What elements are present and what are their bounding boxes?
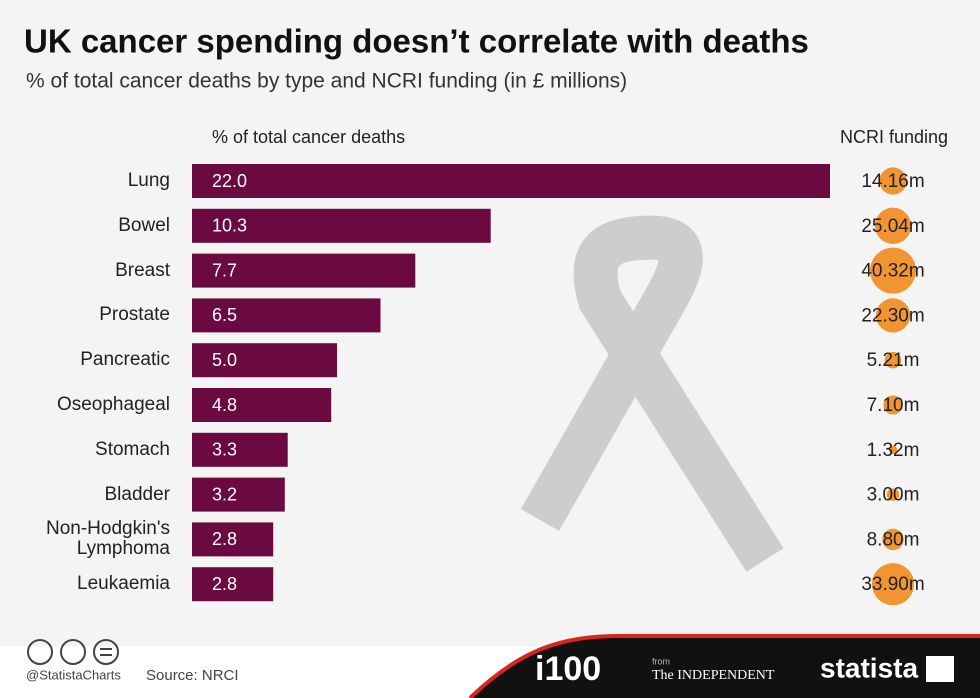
funding-bubble [884, 351, 902, 369]
bar [192, 388, 332, 422]
funding-label: 5.21m [867, 350, 920, 371]
category-label: Lung [127, 170, 170, 191]
funding-bubble [874, 207, 912, 244]
funding-label: 14.16m [861, 171, 924, 192]
chart-subtitle: % of total cancer deaths by type and NCR… [26, 70, 627, 93]
handle: @StatistaCharts [26, 667, 121, 682]
funding-bubble [870, 247, 916, 294]
bar-value-label: 3.2 [212, 484, 237, 504]
funding-label: 3.00m [867, 485, 920, 506]
funding-bubble [888, 445, 898, 454]
category-label: Bowel [118, 214, 170, 236]
funding-bubble [879, 167, 907, 195]
funding-header: NCRI funding [840, 127, 948, 147]
funding-bubble [871, 563, 915, 606]
bar-value-label: 3.3 [212, 440, 237, 460]
bar [192, 477, 285, 512]
bar-value-label: 6.5 [212, 305, 237, 325]
brand-statista: statista [820, 652, 918, 683]
funding-label: 33.90m [861, 574, 924, 595]
bar-value-label: 7.7 [212, 260, 237, 280]
category-label: Breast [115, 259, 170, 281]
bar-value-label: 2.8 [212, 529, 237, 549]
bar [192, 253, 416, 288]
category-label: Prostate [99, 304, 170, 326]
category-label: Stomach [95, 438, 170, 460]
funding-bubble [882, 528, 904, 551]
brand-from: from [652, 656, 670, 666]
funding-label: 25.04m [861, 216, 924, 237]
category-label: Pancreatic [80, 349, 170, 371]
bar-value-label: 10.3 [212, 216, 247, 236]
license-icons [27, 639, 119, 665]
chart-title: UK cancer spending doesn’t correlate wit… [24, 23, 809, 60]
funding-label: 1.32m [867, 440, 920, 461]
bar [192, 343, 337, 378]
funding-bubble [886, 488, 900, 501]
funding-label: 40.32m [861, 261, 924, 282]
funding-label: 7.10m [867, 395, 920, 416]
category-label: Leukaemia [77, 573, 170, 595]
bar [192, 208, 491, 243]
bar [192, 298, 381, 333]
brand-independent: The INDEPENDENT [652, 668, 775, 683]
footer-accent [468, 634, 980, 698]
bar-value-label: 22.0 [212, 171, 247, 191]
statista-logo [926, 656, 954, 682]
bar-header: % of total cancer deaths [212, 127, 405, 147]
category-label: Oseophageal [56, 394, 170, 415]
funding-bubble [883, 395, 903, 415]
bar [192, 567, 274, 602]
category-label: Bladder [104, 483, 171, 505]
source: Source: NRCI [146, 667, 239, 684]
bar-value-label: 5.0 [212, 350, 237, 370]
bar [192, 522, 274, 557]
funding-label: 8.80m [867, 529, 920, 550]
ribbon-icon [520, 215, 784, 572]
footer-dark [470, 636, 980, 698]
category-label: Non-Hodgkin's Lymphoma [45, 518, 170, 560]
bar [192, 164, 830, 198]
brand-i100: i100 [535, 650, 601, 688]
funding-bubble [875, 298, 911, 333]
bar-value-label: 4.8 [212, 395, 237, 415]
funding-label: 22.30m [861, 305, 924, 326]
bar-value-label: 2.8 [212, 574, 237, 594]
bar [192, 432, 288, 467]
